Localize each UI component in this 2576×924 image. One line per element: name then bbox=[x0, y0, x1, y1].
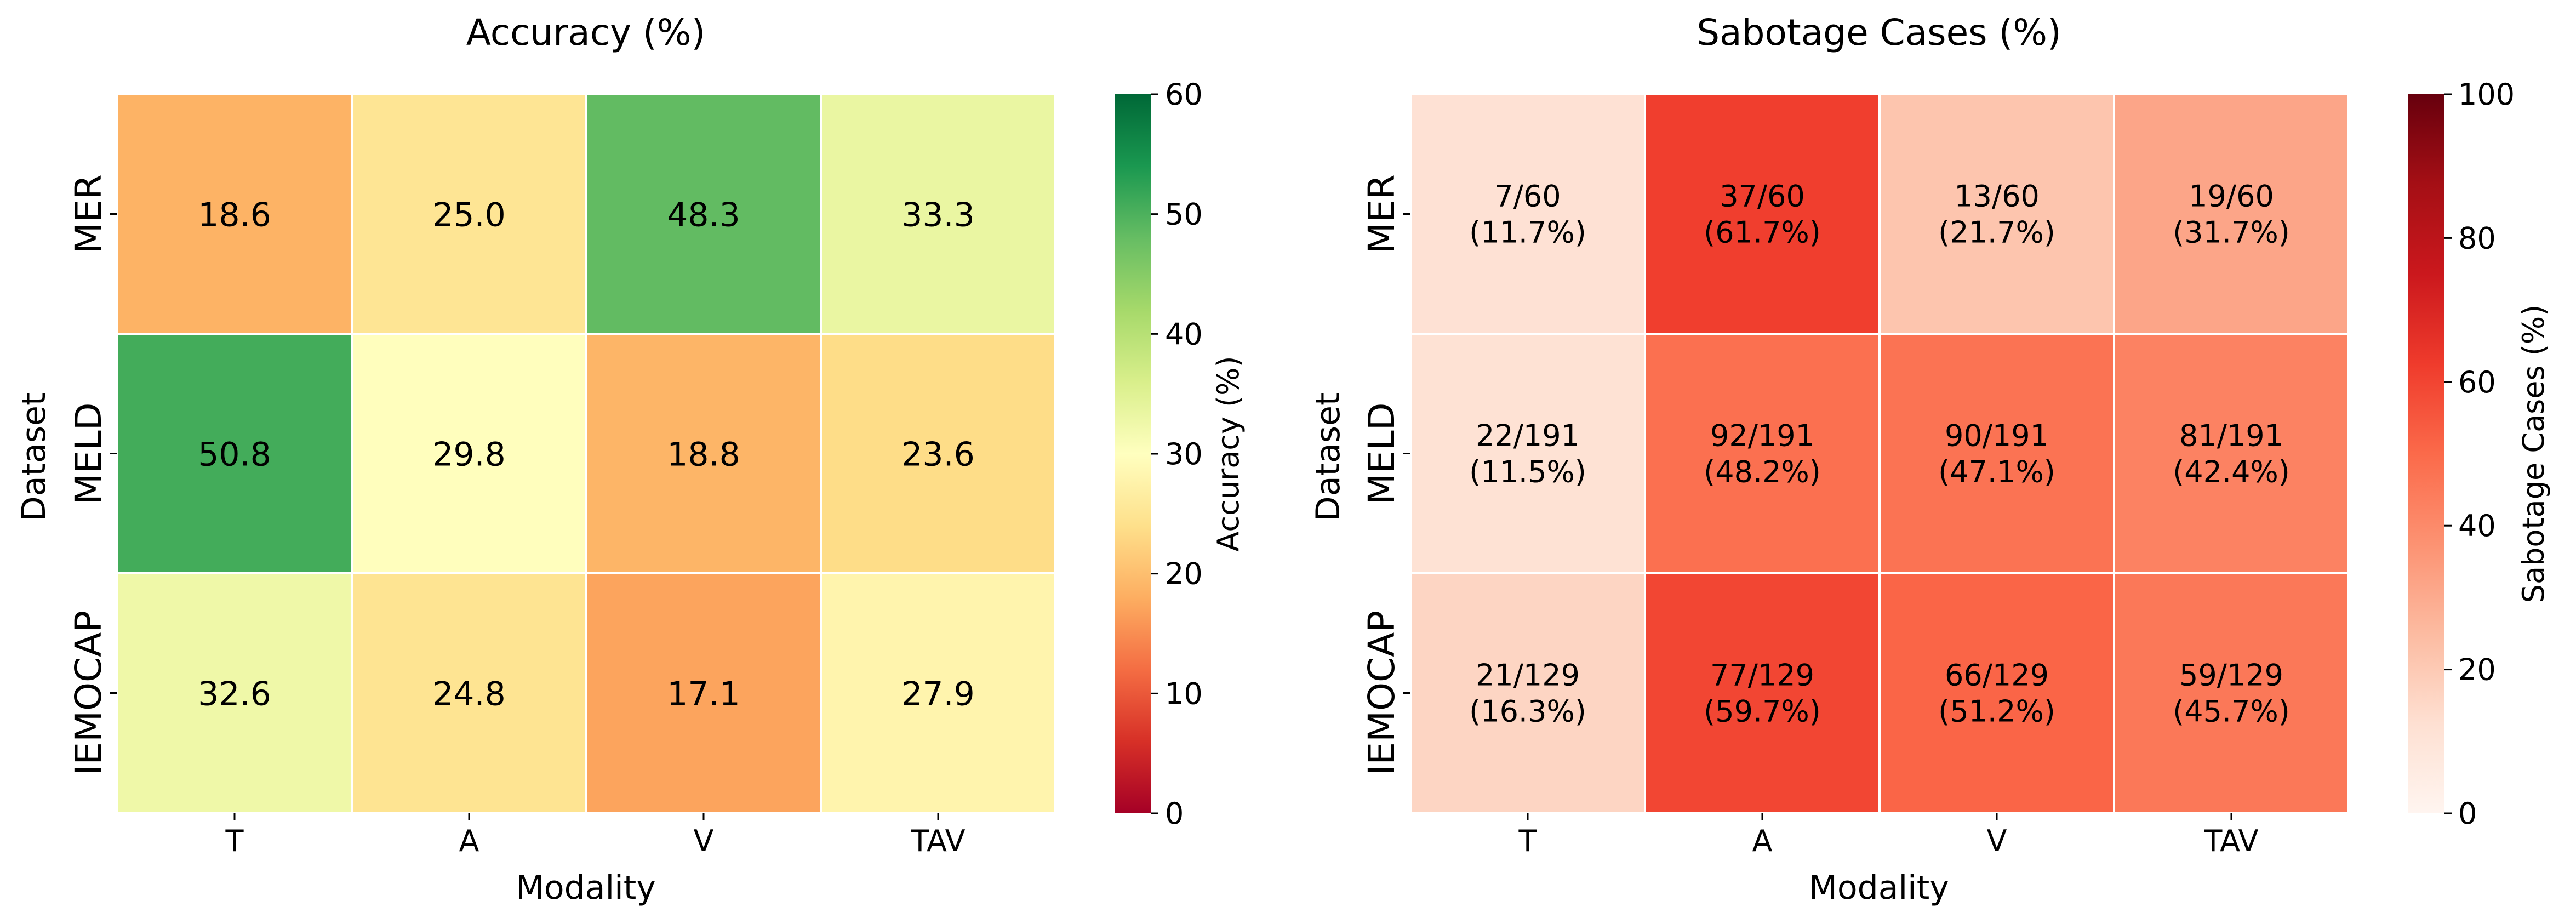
sabotage-cell-label: 22/191 (11.5%) bbox=[1469, 419, 1586, 489]
sabotage-cell-label: 21/129 (16.3%) bbox=[1469, 658, 1586, 729]
accuracy-colorbar-tick-label: 50 bbox=[1165, 197, 1203, 232]
sabotage-colorbar-tick-label: 20 bbox=[2458, 653, 2496, 687]
accuracy-x-ticks: T A V TAV bbox=[225, 813, 966, 858]
accuracy-cell bbox=[351, 93, 587, 335]
accuracy-cell bbox=[116, 333, 353, 574]
accuracy-cell-label: 33.3 bbox=[901, 196, 975, 235]
accuracy-colorbar-tick-label: 40 bbox=[1165, 317, 1203, 351]
accuracy-y-tick-label: IEMOCAP bbox=[67, 611, 110, 775]
sabotage-cell-label: 59/129 (45.7%) bbox=[2173, 658, 2290, 729]
accuracy-chart-title: Accuracy (%) bbox=[466, 12, 706, 54]
accuracy-y-tick-label: MELD bbox=[67, 402, 110, 504]
sabotage-y-tick-label: MELD bbox=[1361, 402, 1403, 504]
accuracy-x-axis-label: Modality bbox=[516, 869, 656, 907]
accuracy-colorbar bbox=[1115, 94, 1151, 813]
accuracy-cell-label: 27.9 bbox=[901, 675, 975, 714]
accuracy-heatmap-panel: Accuracy (%) 18.6 25.0 48.3 33.350.8 29.8 18.… bbox=[15, 12, 1246, 907]
sabotage-cell-label: 7/60 (11.7%) bbox=[1469, 179, 1586, 250]
sabotage-cell bbox=[1878, 333, 2115, 574]
sabotage-cell-label: 19/60 (31.7%) bbox=[2173, 179, 2290, 250]
sabotage-cell bbox=[1409, 572, 1646, 814]
accuracy-cell-label: 25.0 bbox=[432, 196, 506, 235]
accuracy-cell bbox=[820, 572, 1056, 814]
sabotage-cell bbox=[1644, 333, 1881, 574]
accuracy-cell-labels: 18.6 25.0 48.3 33.3 50.8 29.8 18.8 23.6 32.6 24.8… bbox=[198, 196, 975, 714]
accuracy-cell-label: 23.6 bbox=[901, 436, 975, 474]
accuracy-cell-label: 29.8 bbox=[432, 436, 506, 474]
accuracy-heatmap-cells bbox=[116, 93, 1056, 814]
sabotage-cell-labels: 7/60 (11.7%) 37/60 (61.7%) 13/60 (21.7%) 19/60… bbox=[1469, 179, 2290, 729]
sabotage-colorbar bbox=[2408, 94, 2444, 813]
sabotage-cell-label: 66/129 (51.2%) bbox=[1938, 658, 2055, 729]
sabotage-heatmap-panel: Sabotage Cases (%) 7/60 (11.7%) 37/60 (61.7… bbox=[1309, 12, 2551, 907]
accuracy-y-tick-label: MER bbox=[67, 174, 110, 254]
accuracy-colorbar-tick-label: 20 bbox=[1165, 557, 1203, 591]
sabotage-cell-label: 81/191 (42.4%) bbox=[2173, 419, 2290, 489]
accuracy-cell-label: 18.8 bbox=[667, 436, 740, 474]
accuracy-cell bbox=[351, 333, 587, 574]
sabotage-cell-label: 37/60 (61.7%) bbox=[1704, 179, 1821, 250]
accuracy-cell-label: 48.3 bbox=[667, 196, 740, 235]
accuracy-cell bbox=[820, 333, 1056, 574]
sabotage-chart-title: Sabotage Cases (%) bbox=[1697, 12, 2061, 54]
sabotage-cell-label: 77/129 (59.7%) bbox=[1704, 658, 1821, 729]
accuracy-y-ticks: MER MELD IEMOCAP bbox=[67, 174, 117, 775]
accuracy-colorbar-tick-label: 30 bbox=[1165, 437, 1203, 471]
sabotage-x-ticks: T A V TAV bbox=[1518, 813, 2259, 858]
accuracy-cell bbox=[116, 93, 353, 335]
sabotage-y-ticks: MER MELD IEMOCAP bbox=[1361, 174, 1410, 775]
accuracy-colorbar-label: Accuracy (%) bbox=[1211, 356, 1246, 551]
accuracy-cell-label: 32.6 bbox=[198, 675, 271, 714]
sabotage-colorbar-tick-label: 80 bbox=[2458, 221, 2496, 255]
sabotage-heatmap-cells bbox=[1409, 93, 2350, 814]
sabotage-colorbar-ticks: 0 20 40 60 80 100 bbox=[2444, 77, 2515, 831]
accuracy-x-tick-label: A bbox=[459, 824, 479, 858]
accuracy-cell-label: 50.8 bbox=[198, 436, 271, 474]
accuracy-y-axis-label: Dataset bbox=[15, 393, 53, 522]
accuracy-cell-label: 18.6 bbox=[198, 196, 271, 235]
sabotage-cell bbox=[2113, 572, 2350, 814]
sabotage-colorbar-label: Sabotage Cases (%) bbox=[2516, 305, 2551, 603]
accuracy-colorbar-ticks: 0 10 20 30 40 50 60 bbox=[1151, 77, 1203, 831]
sabotage-cell bbox=[1644, 572, 1881, 814]
sabotage-y-tick-label: IEMOCAP bbox=[1361, 611, 1403, 775]
sabotage-colorbar-tick-label: 100 bbox=[2458, 77, 2515, 112]
accuracy-cell-label: 17.1 bbox=[667, 675, 740, 714]
sabotage-cell-label: 90/191 (47.1%) bbox=[1938, 419, 2055, 489]
sabotage-cell bbox=[1409, 93, 1646, 335]
sabotage-cell bbox=[1644, 93, 1881, 335]
sabotage-x-tick-label: TAV bbox=[2203, 824, 2258, 858]
sabotage-cell bbox=[1878, 572, 2115, 814]
accuracy-x-tick-label: T bbox=[225, 824, 244, 858]
sabotage-cell-label: 92/191 (48.2%) bbox=[1704, 419, 1821, 489]
accuracy-colorbar-tick-label: 60 bbox=[1165, 77, 1203, 112]
sabotage-cell bbox=[1878, 93, 2115, 335]
accuracy-colorbar-tick-label: 10 bbox=[1165, 676, 1203, 711]
sabotage-x-tick-label: A bbox=[1752, 824, 1773, 858]
sabotage-cell bbox=[2113, 93, 2350, 335]
sabotage-colorbar-tick-label: 60 bbox=[2458, 365, 2496, 400]
sabotage-y-axis-label: Dataset bbox=[1309, 393, 1347, 522]
accuracy-cell bbox=[351, 572, 587, 814]
sabotage-cell bbox=[1409, 333, 1646, 574]
sabotage-cell bbox=[2113, 333, 2350, 574]
accuracy-cell-label: 24.8 bbox=[432, 675, 506, 714]
accuracy-colorbar-tick-label: 0 bbox=[1165, 796, 1184, 831]
accuracy-cell bbox=[820, 93, 1056, 335]
sabotage-colorbar-tick-label: 0 bbox=[2458, 796, 2477, 831]
sabotage-x-tick-label: T bbox=[1518, 824, 1538, 858]
sabotage-colorbar-tick-label: 40 bbox=[2458, 509, 2496, 543]
accuracy-x-tick-label: V bbox=[694, 824, 714, 858]
accuracy-x-tick-label: TAV bbox=[910, 824, 965, 858]
accuracy-cell bbox=[585, 93, 822, 335]
sabotage-x-tick-label: V bbox=[1987, 824, 2007, 858]
sabotage-cell-label: 13/60 (21.7%) bbox=[1938, 179, 2055, 250]
sabotage-x-axis-label: Modality bbox=[1809, 869, 1949, 907]
sabotage-y-tick-label: MER bbox=[1361, 174, 1403, 254]
